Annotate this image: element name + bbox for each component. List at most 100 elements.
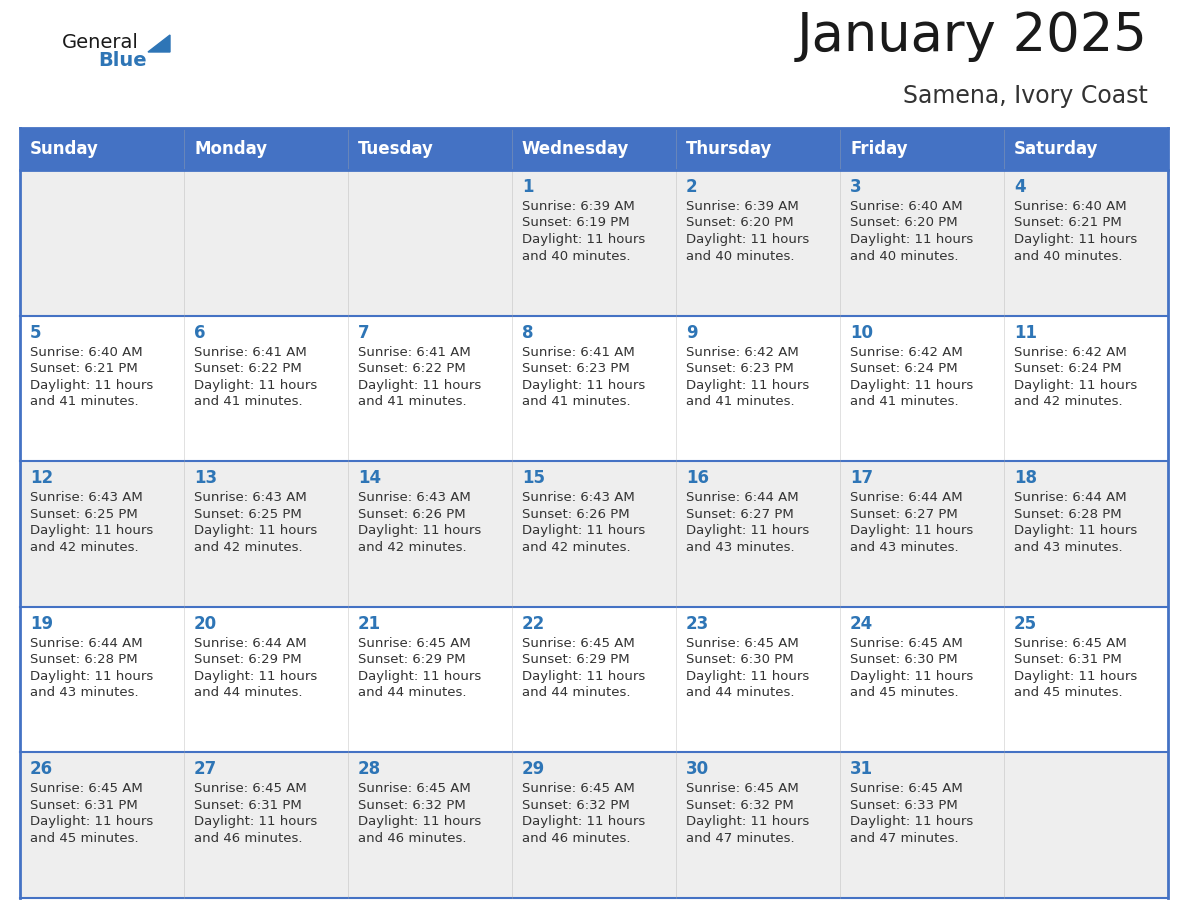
Text: Daylight: 11 hours: Daylight: 11 hours: [1015, 524, 1137, 537]
Text: 9: 9: [685, 324, 697, 341]
Bar: [184, 170, 348, 316]
Text: Daylight: 11 hours: Daylight: 11 hours: [1015, 233, 1137, 246]
Text: Daylight: 11 hours: Daylight: 11 hours: [522, 815, 645, 828]
Bar: [20, 128, 184, 170]
Text: 27: 27: [194, 760, 217, 778]
Text: Daylight: 11 hours: Daylight: 11 hours: [522, 378, 645, 392]
Bar: [676, 128, 840, 170]
Polygon shape: [148, 35, 170, 52]
Text: Daylight: 11 hours: Daylight: 11 hours: [522, 670, 645, 683]
Bar: [184, 128, 348, 170]
Text: and 45 minutes.: and 45 minutes.: [1015, 687, 1123, 700]
Text: 24: 24: [849, 615, 873, 633]
Text: Sunset: 6:27 PM: Sunset: 6:27 PM: [685, 508, 794, 521]
Text: General: General: [62, 33, 139, 52]
Text: Sunset: 6:29 PM: Sunset: 6:29 PM: [194, 654, 302, 666]
Text: 16: 16: [685, 469, 709, 487]
Text: Sunset: 6:31 PM: Sunset: 6:31 PM: [1015, 654, 1121, 666]
Text: 30: 30: [685, 760, 709, 778]
Text: 11: 11: [1015, 324, 1037, 341]
Bar: [676, 607, 840, 753]
Text: and 40 minutes.: and 40 minutes.: [685, 250, 795, 263]
Text: Tuesday: Tuesday: [358, 140, 434, 158]
Text: Sunset: 6:28 PM: Sunset: 6:28 PM: [1015, 508, 1121, 521]
Text: Daylight: 11 hours: Daylight: 11 hours: [849, 815, 973, 828]
Text: Sunset: 6:20 PM: Sunset: 6:20 PM: [685, 217, 794, 230]
Text: and 44 minutes.: and 44 minutes.: [522, 687, 631, 700]
Text: Sunrise: 6:45 AM: Sunrise: 6:45 AM: [194, 782, 307, 795]
Bar: [348, 461, 512, 607]
Text: Blue: Blue: [97, 51, 146, 70]
Text: Daylight: 11 hours: Daylight: 11 hours: [1015, 670, 1137, 683]
Text: Sunset: 6:30 PM: Sunset: 6:30 PM: [849, 654, 958, 666]
Text: Sunrise: 6:45 AM: Sunrise: 6:45 AM: [30, 782, 143, 795]
Bar: [512, 170, 676, 316]
Bar: [184, 461, 348, 607]
Bar: [348, 316, 512, 461]
Text: and 43 minutes.: and 43 minutes.: [849, 541, 959, 554]
Text: Sunrise: 6:45 AM: Sunrise: 6:45 AM: [685, 637, 798, 650]
Text: Daylight: 11 hours: Daylight: 11 hours: [685, 524, 809, 537]
Text: Sunset: 6:23 PM: Sunset: 6:23 PM: [685, 362, 794, 375]
Text: Sunrise: 6:45 AM: Sunrise: 6:45 AM: [849, 782, 962, 795]
Text: Sunrise: 6:45 AM: Sunrise: 6:45 AM: [522, 637, 634, 650]
Text: Daylight: 11 hours: Daylight: 11 hours: [522, 524, 645, 537]
Text: 14: 14: [358, 469, 381, 487]
Bar: [1004, 753, 1168, 898]
Text: Daylight: 11 hours: Daylight: 11 hours: [194, 815, 317, 828]
Text: 1: 1: [522, 178, 533, 196]
Bar: [676, 170, 840, 316]
Bar: [184, 753, 348, 898]
Text: 29: 29: [522, 760, 545, 778]
Text: 15: 15: [522, 469, 545, 487]
Text: Sunset: 6:33 PM: Sunset: 6:33 PM: [849, 799, 958, 812]
Bar: [676, 316, 840, 461]
Text: and 45 minutes.: and 45 minutes.: [849, 687, 959, 700]
Text: Sunset: 6:30 PM: Sunset: 6:30 PM: [685, 654, 794, 666]
Bar: [512, 607, 676, 753]
Text: Sunrise: 6:45 AM: Sunrise: 6:45 AM: [358, 782, 470, 795]
Text: and 46 minutes.: and 46 minutes.: [194, 832, 303, 845]
Text: Daylight: 11 hours: Daylight: 11 hours: [685, 815, 809, 828]
Text: 31: 31: [849, 760, 873, 778]
Text: Daylight: 11 hours: Daylight: 11 hours: [358, 815, 481, 828]
Bar: [20, 461, 184, 607]
Text: and 41 minutes.: and 41 minutes.: [685, 395, 795, 409]
Text: 19: 19: [30, 615, 53, 633]
Text: Sunrise: 6:45 AM: Sunrise: 6:45 AM: [685, 782, 798, 795]
Bar: [512, 316, 676, 461]
Text: Daylight: 11 hours: Daylight: 11 hours: [849, 233, 973, 246]
Bar: [840, 316, 1004, 461]
Text: Daylight: 11 hours: Daylight: 11 hours: [685, 233, 809, 246]
Text: Sunrise: 6:40 AM: Sunrise: 6:40 AM: [1015, 200, 1126, 213]
Text: Daylight: 11 hours: Daylight: 11 hours: [194, 378, 317, 392]
Text: Sunset: 6:32 PM: Sunset: 6:32 PM: [522, 799, 630, 812]
Text: and 41 minutes.: and 41 minutes.: [522, 395, 631, 409]
Text: Sunset: 6:31 PM: Sunset: 6:31 PM: [194, 799, 302, 812]
Text: Daylight: 11 hours: Daylight: 11 hours: [685, 378, 809, 392]
Text: 4: 4: [1015, 178, 1025, 196]
Text: and 44 minutes.: and 44 minutes.: [685, 687, 795, 700]
Bar: [1004, 128, 1168, 170]
Text: and 41 minutes.: and 41 minutes.: [30, 395, 139, 409]
Bar: [1004, 316, 1168, 461]
Text: and 42 minutes.: and 42 minutes.: [1015, 395, 1123, 409]
Text: Sunrise: 6:42 AM: Sunrise: 6:42 AM: [685, 345, 798, 359]
Text: Daylight: 11 hours: Daylight: 11 hours: [849, 378, 973, 392]
Text: 5: 5: [30, 324, 42, 341]
Text: Sunrise: 6:42 AM: Sunrise: 6:42 AM: [1015, 345, 1126, 359]
Bar: [512, 753, 676, 898]
Text: 3: 3: [849, 178, 861, 196]
Text: and 43 minutes.: and 43 minutes.: [1015, 541, 1123, 554]
Text: Sunrise: 6:41 AM: Sunrise: 6:41 AM: [522, 345, 634, 359]
Text: and 46 minutes.: and 46 minutes.: [522, 832, 631, 845]
Text: and 42 minutes.: and 42 minutes.: [194, 541, 303, 554]
Text: Daylight: 11 hours: Daylight: 11 hours: [30, 524, 153, 537]
Text: Friday: Friday: [849, 140, 908, 158]
Text: 13: 13: [194, 469, 217, 487]
Text: Sunset: 6:21 PM: Sunset: 6:21 PM: [30, 362, 138, 375]
Text: Daylight: 11 hours: Daylight: 11 hours: [194, 670, 317, 683]
Bar: [348, 753, 512, 898]
Bar: [1004, 607, 1168, 753]
Text: Sunset: 6:31 PM: Sunset: 6:31 PM: [30, 799, 138, 812]
